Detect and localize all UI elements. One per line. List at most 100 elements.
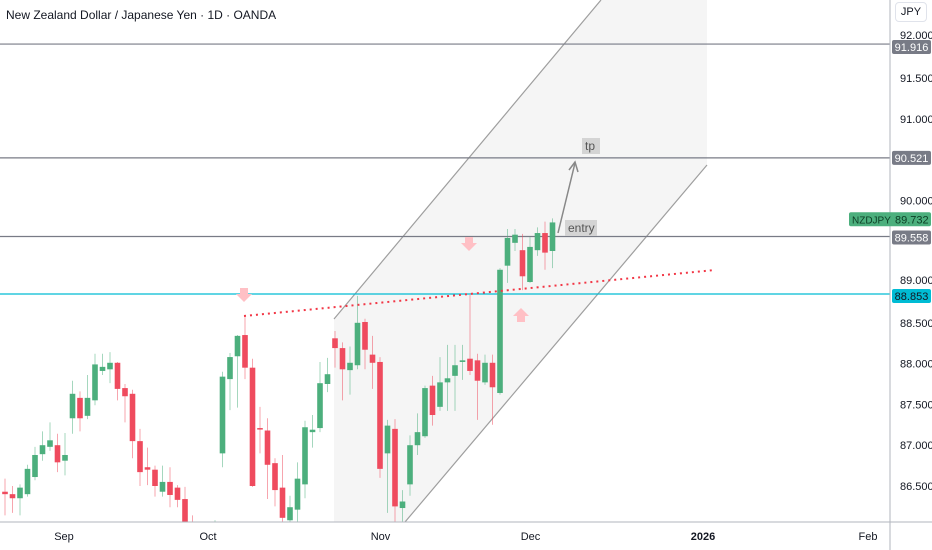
candle-body: [92, 364, 98, 401]
candle-body: [2, 491, 8, 495]
candle-body: [317, 383, 323, 429]
candle-body: [69, 393, 76, 419]
candle-body: [242, 335, 248, 368]
candle-body: [264, 430, 271, 465]
candle-body: [167, 481, 173, 495]
down-arrow-icon: [461, 237, 477, 251]
candle-body: [459, 360, 466, 362]
y-tick-label: 88.500: [900, 318, 932, 330]
x-tick-label: Dec: [521, 531, 541, 543]
target-arrow-head-icon: [568, 160, 579, 173]
candle-body: [129, 393, 136, 442]
candle-body: [527, 246, 533, 282]
price-level-tag: [892, 288, 931, 303]
candle-body: [137, 441, 143, 473]
x-tick-label: Sep: [54, 531, 74, 543]
candle-body: [339, 348, 346, 370]
y-tick-label: 88.000: [900, 359, 932, 371]
candle-body: [77, 397, 83, 419]
last-price-tag: [849, 212, 931, 227]
candle-body: [84, 397, 91, 416]
candle-body: [287, 507, 293, 521]
candle-body: [249, 367, 256, 486]
candle-body: [444, 378, 451, 383]
price-level-label: 88.853: [895, 291, 929, 303]
candle-body: [219, 376, 226, 454]
price-level-label: 91.916: [895, 42, 929, 54]
x-tick-label: Oct: [199, 531, 216, 543]
target-arrow-line: [557, 162, 576, 234]
candle-body: [302, 427, 308, 485]
candle-body: [54, 445, 61, 463]
candle-body: [114, 362, 121, 389]
candle-body: [497, 269, 503, 393]
last-price-label: 89.732: [895, 214, 929, 226]
candle-body: [17, 487, 23, 499]
candle-body: [504, 237, 511, 266]
y-tick-label: 92.000: [900, 30, 932, 42]
candle-body: [482, 362, 488, 383]
y-tick-label: 89.000: [900, 275, 932, 287]
down-arrow-icon: [236, 288, 252, 302]
candle-body: [152, 469, 158, 486]
price-level-label: 90.521: [895, 153, 929, 165]
candle-body: [549, 222, 556, 251]
candle-body: [377, 361, 383, 469]
candle-body: [332, 338, 338, 349]
candle-body: [39, 445, 46, 455]
channel-upper-line: [333, 0, 602, 320]
candle-body: [99, 366, 106, 371]
candle-body: [519, 250, 526, 277]
candle-body: [174, 487, 181, 500]
candle-body: [159, 481, 166, 492]
plot-area: tp entry: [0, 0, 890, 540]
price-level-tag: [892, 40, 931, 55]
candle-body: [429, 385, 436, 416]
candle-body: [422, 388, 428, 437]
candle-body: [227, 357, 233, 380]
candle-body: [234, 335, 241, 357]
candle-body: [399, 501, 406, 509]
candle-body: [62, 454, 68, 461]
currency-button[interactable]: JPY: [895, 2, 927, 22]
candle-body: [384, 425, 391, 454]
candle-body: [144, 467, 151, 470]
candle-body: [354, 322, 361, 366]
y-tick-label: 87.000: [900, 440, 932, 452]
candle-body: [512, 234, 518, 243]
candle-body: [47, 440, 53, 447]
chart-title: New Zealand Dollar / Japanese Yen · 1D ·…: [6, 8, 277, 22]
price-level-label: 89.558: [895, 232, 929, 244]
candle-body: [452, 365, 458, 376]
y-tick-label: 87.500: [900, 399, 932, 411]
candle-body: [362, 321, 368, 350]
candle-body: [24, 468, 31, 495]
price-level-tag: [892, 230, 931, 245]
x-tick-label: 2026: [691, 531, 715, 543]
channel-lower-line: [404, 164, 708, 522]
candle-body: [272, 463, 278, 491]
candle-body: [9, 494, 16, 499]
candle-body: [437, 382, 443, 407]
candle-body: [407, 445, 413, 485]
candle-body: [309, 429, 316, 433]
candle-body: [534, 233, 541, 251]
tp-label: tp: [585, 139, 595, 153]
candle-body: [107, 362, 113, 370]
candle-body: [489, 362, 496, 388]
candle-body: [347, 362, 353, 371]
trendline-dotted: [243, 269, 716, 317]
price-level-tag: [892, 150, 931, 165]
y-tick-label: 91.500: [900, 73, 932, 85]
y-tick-label: 86.500: [900, 481, 932, 493]
candle-body: [190, 525, 196, 540]
candle-body: [474, 360, 481, 381]
tp-label-bg: [582, 138, 600, 154]
symbol-label: NZDJPY: [852, 215, 891, 226]
up-arrow-icon: [513, 308, 529, 322]
candle-body: [324, 374, 331, 384]
entry-label: entry: [568, 221, 595, 235]
y-tick-label: 91.000: [900, 114, 932, 126]
x-tick-label: Feb: [859, 531, 878, 543]
